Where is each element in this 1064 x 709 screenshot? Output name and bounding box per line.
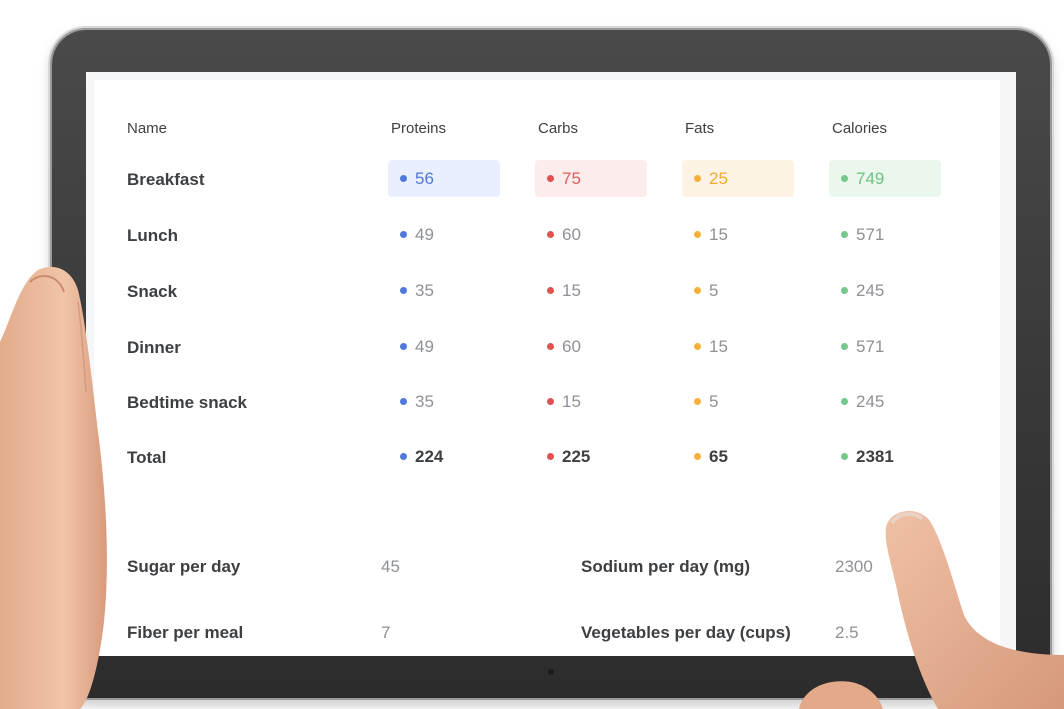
snack-fats[interactable]: 5 [682,272,794,309]
snack-proteins[interactable]: 35 [388,272,500,309]
lunch-carbs[interactable]: 60 [535,216,647,253]
dinner-proteins[interactable]: 49 [388,328,500,365]
dinner-calories-value: 571 [856,336,885,356]
left-hand-image [0,266,107,709]
header-proteins: Proteins [391,120,447,137]
lunch-carbs-value: 60 [562,224,581,244]
snack-carbs-value: 15 [562,280,581,300]
breakfast-proteins[interactable]: 56 [388,160,500,197]
total-calories-value: 2381 [856,446,894,466]
dinner-fats-value: 15 [709,336,728,356]
row-name-total: Total [127,448,167,467]
proteins-dot [400,343,407,350]
proteins-dot [400,231,407,238]
dinner-carbs-value: 60 [562,336,581,356]
screen: Name Proteins Carbs Fats Calories Breakf… [86,72,1016,656]
proteins-dot [400,287,407,294]
header-fats: Fats [685,120,715,137]
targets-card [94,516,1000,656]
bedtime-snack-fats[interactable]: 5 [682,383,794,420]
snack-fats-value: 5 [709,280,719,300]
total-proteins-value: 224 [415,446,444,466]
proteins-dot [400,453,407,460]
bedtime-snack-calories-value: 245 [856,391,885,411]
total-carbs: 225 [535,438,647,475]
fats-dot [694,287,701,294]
fiber-per-meal-value[interactable]: 7 [381,623,391,642]
header-name: Name [127,120,168,137]
breakfast-proteins-value: 56 [415,168,434,188]
dinner-calories[interactable]: 571 [829,328,941,365]
total-carbs-value: 225 [562,446,591,466]
calories-dot [841,453,848,460]
carbs-dot [547,175,554,182]
header-calories: Calories [832,120,888,137]
row-name-breakfast[interactable]: Breakfast [127,170,205,189]
vegetables-per-day-label: Vegetables per day (cups) [581,623,791,642]
calories-dot [841,398,848,405]
proteins-dot [400,398,407,405]
lunch-proteins-value: 49 [415,224,434,244]
bedtime-snack-proteins[interactable]: 35 [388,383,500,420]
breakfast-fats-value: 25 [709,168,728,188]
row-name-bedtime-snack[interactable]: Bedtime snack [127,393,247,412]
fiber-per-meal-label: Fiber per meal [127,623,244,642]
carbs-dot [547,287,554,294]
total-calories: 2381 [829,438,941,475]
breakfast-calories[interactable]: 749 [829,160,941,197]
bedtime-snack-fats-value: 5 [709,391,719,411]
bedtime-snack-carbs[interactable]: 15 [535,383,647,420]
sugar-per-day-label: Sugar per day [127,557,241,576]
calories-dot [841,175,848,182]
right-thumb-image [799,681,883,709]
total-proteins: 224 [388,438,500,475]
row-name-dinner[interactable]: Dinner [127,338,181,357]
breakfast-fats[interactable]: 25 [682,160,794,197]
snack-calories[interactable]: 245 [829,272,941,309]
snack-proteins-value: 35 [415,280,434,300]
proteins-dot [400,175,407,182]
carbs-dot [547,231,554,238]
row-name-lunch[interactable]: Lunch [127,226,178,245]
snack-calories-value: 245 [856,280,885,300]
lunch-fats-value: 15 [709,224,728,244]
row-name-snack[interactable]: Snack [127,282,178,301]
calories-dot [841,343,848,350]
carbs-dot [547,398,554,405]
right-hand-image [885,510,1064,709]
fats-dot [694,343,701,350]
camera-dot [548,669,554,675]
calories-dot [841,287,848,294]
fats-dot [694,231,701,238]
dinner-fats[interactable]: 15 [682,328,794,365]
lunch-calories-value: 571 [856,224,885,244]
breakfast-carbs[interactable]: 75 [535,160,647,197]
carbs-dot [547,343,554,350]
fats-dot [694,453,701,460]
vegetables-per-day-value[interactable]: 2.5 [835,623,859,642]
total-fats-value: 65 [709,446,728,466]
dinner-carbs[interactable]: 60 [535,328,647,365]
breakfast-calories-value: 749 [856,168,885,188]
calories-dot [841,231,848,238]
lunch-proteins[interactable]: 49 [388,216,500,253]
lunch-fats[interactable]: 15 [682,216,794,253]
breakfast-carbs-value: 75 [562,168,581,188]
header-carbs: Carbs [538,120,579,137]
sugar-per-day-value[interactable]: 45 [381,557,400,576]
lunch-calories[interactable]: 571 [829,216,941,253]
bedtime-snack-proteins-value: 35 [415,391,434,411]
bedtime-snack-calories[interactable]: 245 [829,383,941,420]
fats-dot [694,175,701,182]
fats-dot [694,398,701,405]
dinner-proteins-value: 49 [415,336,434,356]
sodium-per-day-label: Sodium per day (mg) [581,557,751,576]
sodium-per-day-value[interactable]: 2300 [835,557,873,576]
total-fats: 65 [682,438,794,475]
snack-carbs[interactable]: 15 [535,272,647,309]
bedtime-snack-carbs-value: 15 [562,391,581,411]
carbs-dot [547,453,554,460]
